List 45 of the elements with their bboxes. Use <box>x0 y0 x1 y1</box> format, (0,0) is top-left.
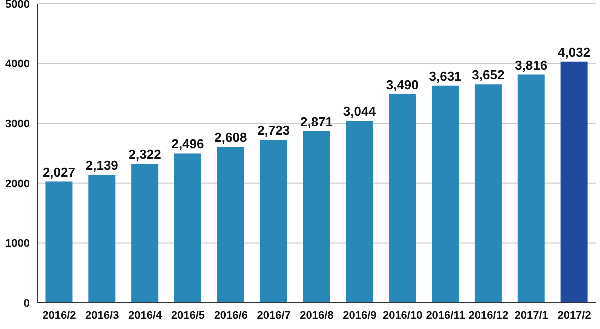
bar <box>346 120 374 303</box>
data-label: 3,631 <box>429 68 462 84</box>
x-tick-label: 2017/1 <box>514 310 548 322</box>
x-tick-label: 2016/6 <box>214 310 248 322</box>
data-label: 3,652 <box>472 68 505 83</box>
x-tick-label: 2016/12 <box>468 310 509 322</box>
x-tick-label: 2016/11 <box>426 310 466 322</box>
y-tick-label: 5000 <box>6 0 30 11</box>
x-tick-label: 2016/5 <box>171 310 206 322</box>
data-label: 2,723 <box>258 123 290 138</box>
data-label: 2,027 <box>42 164 76 180</box>
y-tick-label: 3000 <box>6 118 30 131</box>
data-label: 2,871 <box>300 114 334 130</box>
bar <box>432 86 460 303</box>
y-tick-label: 2000 <box>6 178 30 190</box>
bar <box>389 94 416 303</box>
y-tick-label: 0 <box>24 298 30 310</box>
data-label: 4,032 <box>558 44 591 60</box>
x-tick-label: 2016/2 <box>42 310 76 322</box>
bar <box>303 131 330 303</box>
data-label: 2,608 <box>214 130 248 146</box>
bar <box>560 62 588 303</box>
bar <box>88 175 116 303</box>
bar <box>46 182 73 303</box>
x-tick-label: 2016/4 <box>128 310 164 322</box>
bar <box>474 84 502 303</box>
x-tick-label: 2016/3 <box>86 310 120 322</box>
bar <box>132 164 159 303</box>
x-tick-label: 2016/9 <box>343 310 377 322</box>
y-tick-label: 4000 <box>6 58 30 71</box>
bar <box>217 147 244 303</box>
y-tick-label: 1000 <box>6 238 30 250</box>
x-tick-label: 2017/2 <box>558 310 592 322</box>
x-tick-label: 2016/7 <box>257 310 291 322</box>
data-label: 3,044 <box>343 104 377 119</box>
data-label: 3,490 <box>386 77 419 92</box>
data-label: 2,496 <box>172 136 204 152</box>
data-label: 2,322 <box>128 147 162 162</box>
bar <box>518 74 545 303</box>
data-label: 2,139 <box>86 158 118 174</box>
bar <box>260 140 288 303</box>
x-tick-label: 2016/10 <box>382 310 423 322</box>
data-label: 3,816 <box>515 58 548 73</box>
bar <box>174 154 202 303</box>
x-tick-label: 2016/8 <box>300 310 334 322</box>
